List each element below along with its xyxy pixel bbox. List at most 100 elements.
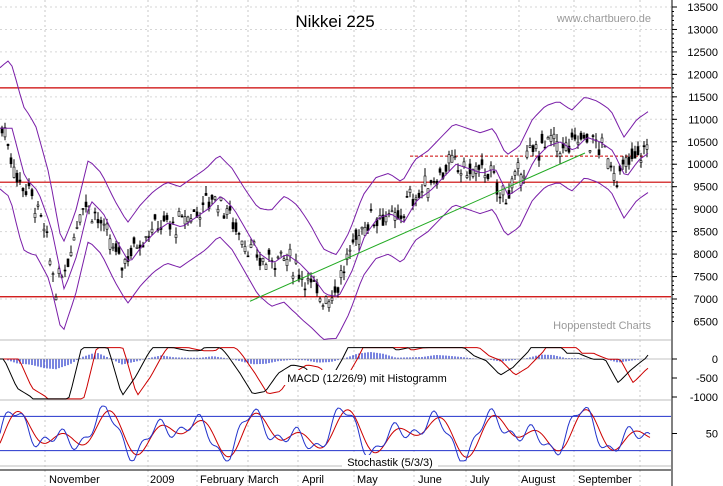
candle-body [636, 146, 640, 156]
candle-body [306, 278, 310, 281]
candle-body [462, 161, 466, 167]
candle-body [609, 165, 613, 168]
candle-body [327, 301, 331, 308]
candle-body [246, 255, 250, 258]
x-tick-label: 2009 [150, 474, 174, 486]
candle-body [63, 269, 67, 272]
upper-band [0, 60, 649, 256]
candle-body [606, 158, 610, 169]
candle-body [390, 210, 394, 213]
candle-body [204, 193, 208, 196]
candle-body [66, 258, 70, 267]
candle-body [84, 201, 88, 208]
candle-body [588, 150, 592, 153]
candle-body [243, 246, 247, 252]
candle-body [423, 175, 427, 186]
candle-body [6, 143, 10, 146]
candle-body [90, 221, 94, 224]
price-tick-label: 12500 [687, 47, 718, 59]
candle-body [384, 216, 388, 223]
candle-body [345, 253, 349, 261]
candle-body [48, 260, 52, 265]
price-tick-label: 11500 [688, 92, 718, 104]
candle-body [318, 298, 322, 302]
price-tick-label: 10000 [687, 159, 718, 171]
candle-body [576, 141, 580, 145]
candle-body [582, 134, 586, 139]
candle-body [408, 188, 412, 193]
candle-body [210, 194, 214, 200]
candle-body [288, 248, 292, 257]
price-tick-label: 13000 [687, 24, 718, 36]
candle-body [549, 135, 553, 142]
candle-body [72, 237, 76, 241]
candle-body [30, 189, 34, 197]
candle-body [579, 132, 583, 140]
candle-body [168, 223, 172, 230]
candle-body [552, 133, 556, 139]
macd-tick-label: 0 [712, 354, 718, 366]
candle-body [123, 259, 127, 264]
candle-body [36, 204, 40, 207]
x-tick-label: March [248, 474, 279, 486]
price-panel [0, 60, 671, 341]
candle-body [570, 132, 574, 138]
candle-body [372, 224, 376, 227]
candle-body [225, 208, 229, 215]
candle-body [429, 180, 433, 184]
candle-body [0, 127, 4, 134]
candle-body [396, 210, 400, 220]
lower-band [0, 177, 649, 341]
candle-body [117, 247, 121, 254]
candle-body [144, 235, 148, 239]
candle-body [450, 154, 454, 163]
candle-body [321, 305, 325, 307]
candle-body [192, 209, 196, 212]
candle-body [216, 208, 220, 213]
candle-body [540, 133, 544, 144]
candle-body [12, 166, 16, 178]
candle-body [555, 141, 559, 152]
x-tick-label: May [357, 474, 378, 486]
candle-body [150, 228, 154, 233]
candle-body [213, 196, 217, 200]
candle-body [96, 219, 100, 224]
candle-body [231, 222, 235, 229]
candle-body [597, 149, 601, 156]
trendline [249, 152, 586, 302]
candle-body [39, 215, 43, 217]
candle-body [174, 234, 178, 238]
candle-body [33, 213, 37, 218]
candle-body [432, 181, 436, 183]
candle-body [630, 148, 634, 159]
candle-body [612, 172, 616, 181]
candle-body [381, 214, 385, 226]
candle-body [453, 156, 457, 159]
candle-body [642, 145, 646, 148]
candle-body [339, 270, 343, 278]
candle-body [162, 215, 166, 222]
candle-body [198, 217, 202, 220]
candle-body [234, 222, 238, 232]
candle-body [405, 196, 409, 198]
candle-body [21, 188, 25, 192]
candle-body [615, 185, 619, 188]
candle-body [45, 231, 49, 233]
x-tick-label: July [470, 474, 490, 486]
candle-body [111, 246, 115, 249]
chart-title: Nikkei 225 [295, 12, 374, 31]
candle-body [333, 286, 337, 293]
candle-body [357, 235, 361, 245]
candle-body [624, 157, 628, 167]
stochastic-label: Stochastik (5/3/3) [347, 457, 433, 469]
candle-body [114, 243, 118, 252]
candle-body [303, 288, 307, 291]
middle-band [0, 127, 649, 297]
candle-body [99, 220, 103, 224]
candle-body [639, 160, 643, 163]
candle-body [153, 214, 157, 220]
price-tick-label: 8000 [694, 249, 718, 261]
candle-body [285, 259, 289, 266]
